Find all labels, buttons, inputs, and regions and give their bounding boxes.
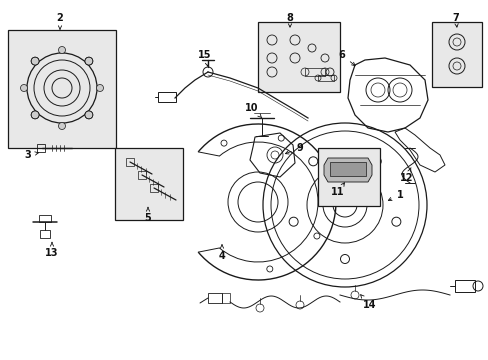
Bar: [37, 144, 45, 152]
Bar: [329, 162, 365, 176]
Text: 7: 7: [452, 13, 458, 27]
Text: 13: 13: [45, 242, 59, 258]
Circle shape: [59, 46, 65, 54]
Bar: [40, 230, 50, 238]
Text: 3: 3: [24, 150, 38, 160]
Bar: [8, 30, 116, 148]
Bar: [126, 158, 134, 166]
Text: 12: 12: [400, 168, 413, 183]
Bar: [258, 22, 339, 92]
Bar: [39, 215, 51, 222]
Bar: [150, 184, 158, 192]
Circle shape: [96, 85, 103, 91]
Bar: [317, 148, 379, 206]
Bar: [454, 280, 474, 292]
Text: 8: 8: [286, 13, 293, 27]
Bar: [431, 22, 481, 87]
Bar: [222, 293, 229, 303]
Text: 14: 14: [360, 295, 376, 310]
Bar: [138, 171, 146, 179]
Circle shape: [59, 122, 65, 130]
Bar: [207, 293, 222, 303]
Text: 2: 2: [57, 13, 63, 29]
Circle shape: [85, 111, 93, 119]
Text: 1: 1: [387, 190, 403, 201]
Bar: [158, 92, 176, 102]
Circle shape: [20, 85, 27, 91]
Text: 6: 6: [338, 50, 354, 66]
Text: 4: 4: [218, 245, 225, 261]
Bar: [115, 148, 183, 220]
Text: 5: 5: [144, 207, 151, 223]
Circle shape: [85, 57, 93, 65]
Text: 9: 9: [285, 143, 303, 154]
Polygon shape: [324, 158, 371, 182]
Text: 15: 15: [198, 50, 211, 66]
Text: 10: 10: [245, 103, 261, 118]
Circle shape: [31, 111, 39, 119]
Bar: [305, 68, 325, 76]
Text: 11: 11: [330, 183, 344, 197]
Circle shape: [31, 57, 39, 65]
Bar: [317, 75, 333, 81]
